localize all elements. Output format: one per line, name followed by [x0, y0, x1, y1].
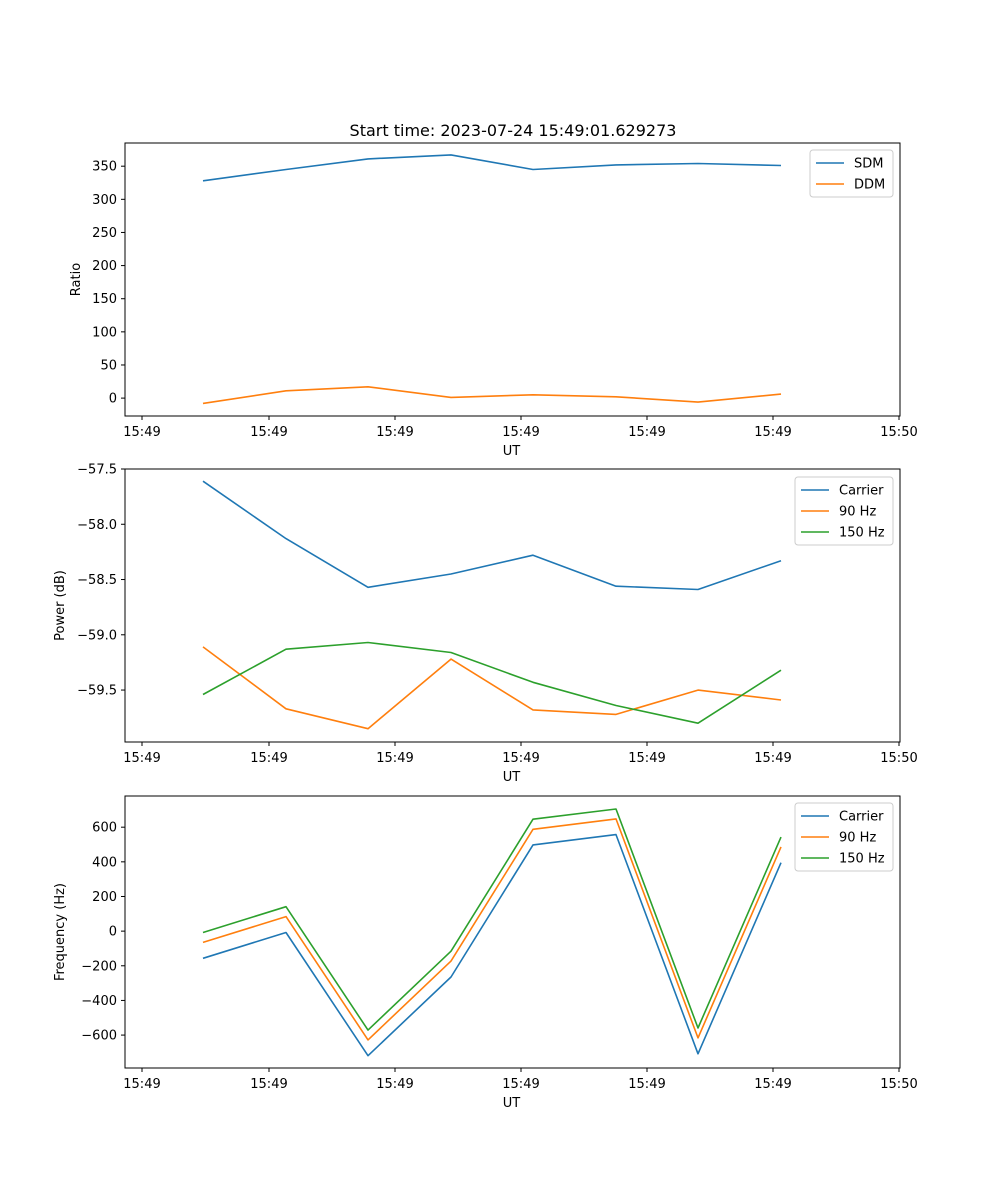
power-y-tick-label: −59.5: [77, 684, 117, 699]
power-series-90-hz: [202, 646, 782, 730]
power-y-tick-label: −57.5: [77, 463, 117, 478]
ratio-y-tick-label: 100: [92, 325, 117, 340]
ratio-y-tick-label: 0: [109, 392, 117, 407]
frequency-y-axis-label: Frequency (Hz): [53, 883, 68, 981]
frequency-x-axis-label: UT: [503, 1096, 521, 1111]
frequency-x-tick-label: 15:49: [376, 1077, 413, 1092]
frequency-y-tick-label: 600: [92, 821, 117, 836]
ratio-x-tick-label: 15:49: [628, 425, 665, 440]
power-x-tick-label: 15:49: [502, 751, 539, 766]
power-y-tick-label: −59.0: [77, 628, 117, 643]
power-x-tick-label: 15:49: [754, 751, 791, 766]
ratio-x-tick-label: 15:49: [502, 425, 539, 440]
ratio-y-tick-label: 200: [92, 259, 117, 274]
frequency-legend-label: Carrier: [839, 810, 884, 825]
power-x-tick-label: 15:49: [628, 751, 665, 766]
power-x-tick-label: 15:49: [250, 751, 287, 766]
ratio-y-tick-label: 300: [92, 193, 117, 208]
power-legend-box: [794, 476, 894, 546]
frequency-legend-label: 150 Hz: [839, 852, 885, 867]
power-x-end-tick-label: 15:50: [880, 751, 917, 766]
panels: 0 50 100 150 200 250 300 350 15:49 15:49 15:49 15:4…: [53, 142, 918, 1111]
frequency-x-tick-label: 15:49: [250, 1077, 287, 1092]
frequency-series-90-hz: [202, 818, 782, 1041]
ratio-x-tick-label: 15:49: [250, 425, 287, 440]
frequency-legend-box: [794, 802, 894, 872]
ratio-legend-label: DDM: [854, 178, 885, 193]
frequency-x-tick-label: 15:49: [628, 1077, 665, 1092]
ratio-legend: SDM DDM: [809, 149, 894, 198]
ratio-x-tick-label: 15:49: [754, 425, 791, 440]
panel-ratio: 0 50 100 150 200 250 300 350 15:49 15:49 15:49 15:4…: [69, 142, 918, 459]
frequency-x-end-tick-label: 15:50: [880, 1077, 917, 1092]
power-legend-label: Carrier: [839, 484, 884, 499]
power-y-tick-label: −58.0: [77, 518, 117, 533]
ratio-y-axis-label: Ratio: [69, 263, 84, 296]
panel-frequency: −600 −400 −200 0 200 400 600 15:49 15:49 15:49 15:…: [53, 795, 918, 1111]
ratio-series-ddm: [202, 385, 782, 405]
ratio-legend-box: [809, 149, 894, 198]
frequency-y-tick-label: 200: [92, 890, 117, 905]
ratio-legend-label: SDM: [854, 157, 883, 172]
power-legend: Carrier 90 Hz 150 Hz: [794, 476, 894, 546]
ratio-x-end-tick-label: 15:50: [880, 425, 917, 440]
ratio-y-tick-label: 350: [92, 160, 117, 175]
power-y-tick-label: −58.5: [77, 573, 117, 588]
power-plot-frame: [124, 468, 901, 743]
ratio-y-tick-label: 50: [100, 358, 117, 373]
frequency-y-tick-label: 400: [92, 855, 117, 870]
frequency-series-carrier: [202, 833, 782, 1057]
frequency-y-tick-label: −600: [81, 1029, 117, 1044]
power-legend-label: 150 Hz: [839, 526, 885, 541]
frequency-y-tick-label: −400: [81, 994, 117, 1009]
ratio-x-axis-label: UT: [503, 444, 521, 459]
power-legend-label: 90 Hz: [839, 505, 876, 520]
ratio-y-tick-label: 250: [92, 226, 117, 241]
ratio-series-sdm: [202, 154, 782, 182]
panel-power: −59.5 −59.0 −58.5 −58.0 −57.5 15:49 15:49 15:49…: [53, 463, 918, 786]
figure-title: Start time: 2023-07-24 15:49:01.629273: [350, 121, 677, 140]
frequency-x-tick-label: 15:49: [123, 1077, 160, 1092]
power-x-tick-label: 15:49: [123, 751, 160, 766]
power-series-150-hz: [202, 641, 782, 725]
power-x-axis-label: UT: [503, 770, 521, 785]
frequency-plot-frame: [124, 795, 901, 1069]
frequency-legend-label: 90 Hz: [839, 831, 876, 846]
ratio-x-tick-label: 15:49: [123, 425, 160, 440]
frequency-x-tick-label: 15:49: [754, 1077, 791, 1092]
ratio-x-tick-label: 15:49: [376, 425, 413, 440]
power-y-axis-label: Power (dB): [53, 570, 68, 641]
power-x-tick-label: 15:49: [376, 751, 413, 766]
ratio-plot-frame: [124, 142, 901, 417]
frequency-y-tick-label: 0: [109, 925, 117, 940]
frequency-x-tick-label: 15:49: [502, 1077, 539, 1092]
frequency-y-tick-label: −200: [81, 959, 117, 974]
power-series-carrier: [202, 480, 782, 591]
frequency-legend: Carrier 90 Hz 150 Hz: [794, 802, 894, 872]
frequency-series-150-hz: [202, 808, 782, 1031]
ratio-y-tick-label: 150: [92, 292, 117, 307]
